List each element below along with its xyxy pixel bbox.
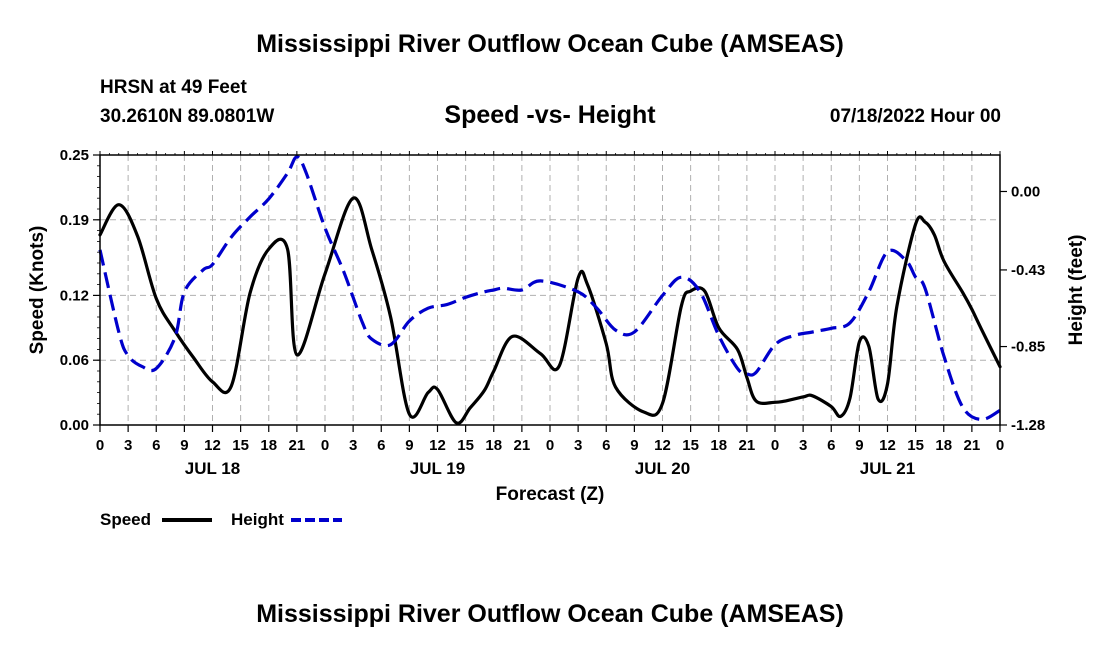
x-tick-label: 21 <box>289 437 306 454</box>
legend-speed-label: Speed <box>100 510 151 529</box>
x-tick-label: 18 <box>710 437 727 454</box>
day-label: JUL 18 <box>185 459 240 478</box>
y-tick-label: 0.06 <box>60 352 89 369</box>
x-tick-label: 15 <box>682 437 699 454</box>
y2-tick-label: -0.43 <box>1011 262 1045 279</box>
day-label: JUL 21 <box>860 459 915 478</box>
chart-subtitle: Speed -vs- Height <box>444 101 656 129</box>
x-tick-label: 6 <box>827 437 835 454</box>
x-tick-label: 12 <box>204 437 221 454</box>
x-tick-label: 6 <box>377 437 385 454</box>
x-tick-label: 9 <box>180 437 188 454</box>
x-axis-label: Forecast (Z) <box>496 484 605 505</box>
x-tick-label: 6 <box>602 437 610 454</box>
x-tick-label: 18 <box>935 437 952 454</box>
y2-tick-label: -1.28 <box>1011 417 1045 434</box>
x-tick-label: 12 <box>879 437 896 454</box>
station-coordinates: 30.2610N 89.0801W <box>100 106 275 127</box>
x-tick-label: 0 <box>546 437 554 454</box>
x-tick-label: 3 <box>574 437 582 454</box>
x-tick-label: 3 <box>799 437 807 454</box>
x-tick-label: 18 <box>485 437 502 454</box>
x-tick-label: 15 <box>907 437 924 454</box>
x-tick-label: 15 <box>232 437 249 454</box>
x-tick-label: 18 <box>260 437 277 454</box>
x-tick-label: 0 <box>771 437 779 454</box>
legend: Speed Height <box>100 510 342 529</box>
chart-grid <box>100 155 1000 425</box>
height-series-line <box>98 155 1001 422</box>
x-tick-label: 6 <box>152 437 160 454</box>
x-tick-label: 21 <box>514 437 531 454</box>
x-tick-label: 9 <box>630 437 638 454</box>
footer-title: Mississippi River Outflow Ocean Cube (AM… <box>256 600 844 628</box>
legend-height-label: Height <box>231 510 284 529</box>
station-name: HRSN at 49 Feet <box>100 77 247 98</box>
chart-axes: 0 3 6 9 12 15 18 21 0 3 6 9 12 15 18 21 0 3 6 9 12 15 18 21 0 3 6 9… <box>60 147 1045 478</box>
x-tick-label: 9 <box>405 437 413 454</box>
x-tick-label: 15 <box>457 437 474 454</box>
speed-height-chart: 0 3 6 9 12 15 18 21 0 3 6 9 12 15 18 21 0 3 6 9 12 15 18 21 0 3 6 9… <box>27 147 1087 529</box>
day-label: JUL 20 <box>635 459 690 478</box>
x-tick-label: 9 <box>855 437 863 454</box>
x-tick-label: 21 <box>964 437 981 454</box>
day-label: JUL 19 <box>410 459 465 478</box>
main-title: Mississippi River Outflow Ocean Cube (AM… <box>256 30 844 58</box>
y2-tick-label: -0.85 <box>1011 339 1045 356</box>
x-tick-label: 0 <box>321 437 329 454</box>
x-tick-label: 12 <box>654 437 671 454</box>
y-axis-label: Speed (Knots) <box>27 226 48 355</box>
y-tick-label: 0.00 <box>60 417 89 434</box>
x-tick-label: 3 <box>124 437 132 454</box>
y-tick-label: 0.25 <box>60 147 89 164</box>
x-tick-label: 3 <box>349 437 357 454</box>
x-tick-label: 0 <box>996 437 1004 454</box>
y-tick-label: 0.12 <box>60 287 89 304</box>
x-tick-label: 12 <box>429 437 446 454</box>
y2-axis-label: Height (feet) <box>1066 235 1087 346</box>
y2-tick-label: 0.00 <box>1011 183 1040 200</box>
y-tick-label: 0.19 <box>60 212 89 229</box>
chart-series <box>98 155 1002 425</box>
x-tick-label: 0 <box>96 437 104 454</box>
speed-series-line <box>98 196 1002 425</box>
forecast-time: 07/18/2022 Hour 00 <box>829 106 1001 127</box>
x-tick-label: 21 <box>739 437 756 454</box>
